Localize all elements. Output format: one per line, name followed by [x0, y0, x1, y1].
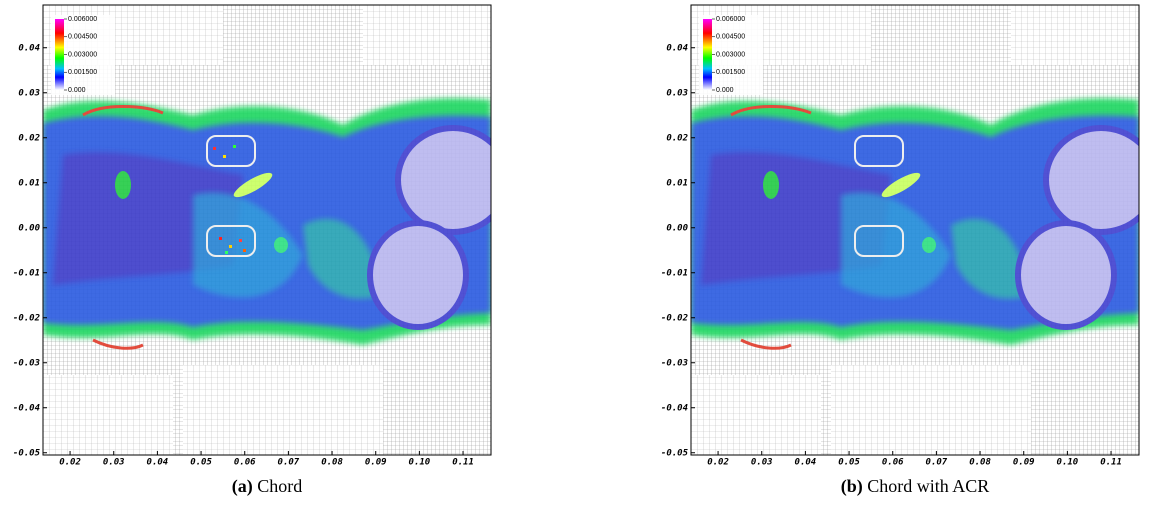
- x-tick-label: 0.06: [234, 458, 256, 468]
- error-spot: [229, 245, 232, 248]
- x-tick-label: 0.10: [409, 458, 431, 468]
- x-tick-label: 0.04: [147, 458, 169, 468]
- error-spot: [225, 251, 228, 254]
- y-tick-label: -0.02: [661, 313, 688, 323]
- y-tick-label: 0.02: [666, 133, 688, 143]
- x-tick-label: 0.02: [59, 458, 81, 468]
- colorbar-label: 0.001500: [716, 69, 745, 76]
- y-tick-label: 0.02: [18, 133, 40, 143]
- caption-text: Chord: [257, 476, 302, 496]
- x-tick-label: 0.02: [707, 458, 729, 468]
- y-tick-label: -0.03: [661, 358, 688, 368]
- colorbar-label: 0.003000: [716, 51, 745, 58]
- colorbar-label: 0.000: [68, 87, 86, 94]
- colorbar-label: 0.004500: [716, 34, 745, 41]
- x-tick-label: 0.08: [321, 458, 343, 468]
- colorbar: [703, 19, 712, 90]
- y-tick-label: 0.03: [666, 88, 688, 98]
- x-tick-label: 0.05: [838, 458, 860, 468]
- figure: 0.02 0.03 0.04 0.05 0.06 0.07 0.08 0.09 0.10 0.11…: [0, 0, 1164, 513]
- colorbar-label: 0.001500: [68, 69, 97, 76]
- y-tick-label: 0.00: [666, 223, 688, 233]
- y-tick-label: 0.01: [666, 178, 688, 188]
- x-tick-label: 0.07: [278, 458, 300, 468]
- x-tick-label: 0.05: [190, 458, 212, 468]
- x-tick-label: 0.11: [452, 458, 474, 468]
- y-tick-label: -0.01: [661, 268, 688, 278]
- colorbar-label: 0.004500: [68, 34, 97, 41]
- x-tick-label: 0.03: [103, 458, 125, 468]
- colorbar-label: 0.000: [716, 87, 734, 94]
- caption-label: (a): [232, 476, 253, 497]
- y-tick-label: -0.01: [13, 268, 40, 278]
- x-tick-label: 0.06: [882, 458, 904, 468]
- y-tick-label: -0.04: [661, 403, 688, 413]
- y-tick-label: 0.04: [18, 43, 40, 53]
- panel: 0.02 0.03 0.04 0.05 0.06 0.07 0.08 0.09 0.10 0.11…: [661, 5, 1156, 468]
- error-spot: [219, 237, 222, 240]
- error-spot: [239, 239, 242, 242]
- x-tick-label: 0.07: [926, 458, 948, 468]
- y-tick-label: -0.05: [661, 448, 689, 458]
- colorbar-label: 0.006000: [716, 16, 745, 23]
- colorbar: [55, 19, 64, 90]
- colorbar-label: 0.006000: [68, 16, 97, 23]
- x-tick-label: 0.10: [1057, 458, 1079, 468]
- x-tick-label: 0.09: [365, 458, 387, 468]
- y-tick-label: -0.02: [13, 313, 40, 323]
- caption: (a) Chord: [232, 476, 303, 497]
- caption-label: (b): [841, 476, 863, 497]
- error-spot: [213, 147, 216, 150]
- caption-text: Chord with ACR: [867, 476, 989, 496]
- x-tick-label: 0.11: [1100, 458, 1122, 468]
- x-tick-label: 0.09: [1013, 458, 1035, 468]
- x-tick-label: 0.04: [795, 458, 817, 468]
- caption: (b) Chord with ACR: [841, 476, 990, 497]
- y-tick-label: 0.04: [666, 43, 688, 53]
- y-tick-label: -0.04: [13, 403, 40, 413]
- y-tick-label: 0.00: [18, 223, 40, 233]
- x-tick-label: 0.08: [969, 458, 991, 468]
- error-spot: [243, 249, 246, 252]
- colorbar-label: 0.003000: [68, 51, 97, 58]
- y-tick-label: -0.05: [13, 448, 41, 458]
- x-tick-label: 0.03: [751, 458, 773, 468]
- y-tick-label: 0.03: [18, 88, 40, 98]
- panel: 0.02 0.03 0.04 0.05 0.06 0.07 0.08 0.09 0.10 0.11…: [13, 5, 508, 468]
- error-spot: [223, 155, 226, 158]
- error-spot: [233, 145, 236, 148]
- y-tick-label: 0.01: [18, 178, 40, 188]
- y-tick-label: -0.03: [13, 358, 40, 368]
